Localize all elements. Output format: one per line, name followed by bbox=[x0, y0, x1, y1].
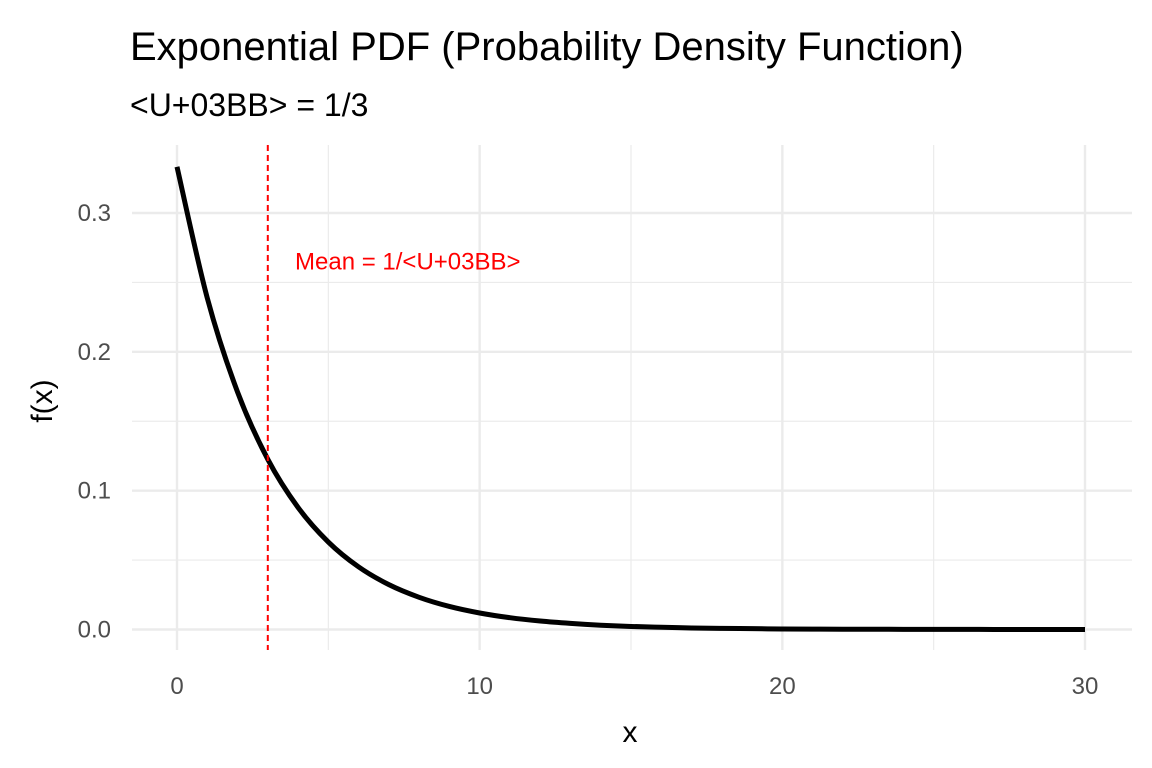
series-layer bbox=[174, 166, 1085, 633]
x-tick-label: 0 bbox=[170, 673, 183, 700]
x-tick-label: 10 bbox=[466, 673, 493, 700]
annotation-layer: Mean = 1/<U+03BB> bbox=[266, 145, 521, 650]
mean-annotation-label: Mean = 1/<U+03BB> bbox=[295, 249, 521, 276]
y-axis-title: f(x) bbox=[26, 379, 59, 422]
major-gridlines bbox=[132, 145, 1132, 650]
x-axis-title: x bbox=[623, 716, 638, 749]
y-tick-label: 0.0 bbox=[78, 617, 111, 644]
y-tick-label: 0.1 bbox=[78, 478, 111, 505]
chart-subtitle: <U+03BB> = 1/3 bbox=[130, 87, 368, 123]
tick-labels: 0 10 20 30 0.0 0.1 0.2 0.3 bbox=[78, 200, 1099, 700]
chart-title: Exponential PDF (Probability Density Fun… bbox=[130, 25, 964, 69]
x-tick-label: 30 bbox=[1072, 673, 1099, 700]
y-tick-label: 0.2 bbox=[78, 339, 111, 366]
pdf-curve-line bbox=[174, 166, 1085, 633]
x-tick-label: 20 bbox=[769, 673, 796, 700]
y-tick-label: 0.3 bbox=[78, 200, 111, 227]
minor-gridlines bbox=[132, 145, 1132, 650]
